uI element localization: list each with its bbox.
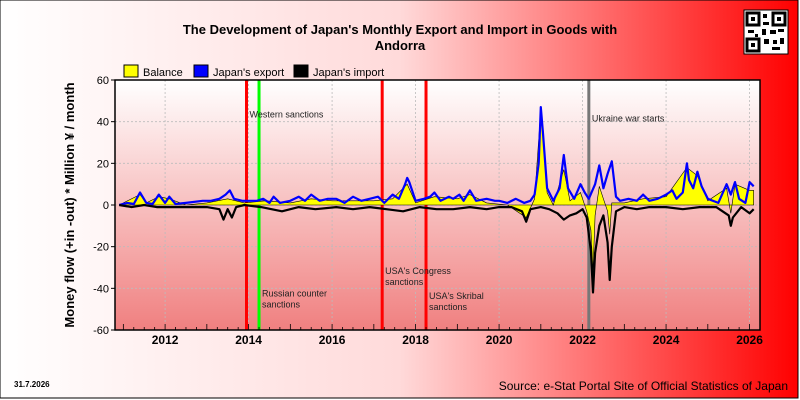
legend-swatch-import: [293, 64, 309, 78]
legend-label-import: Japan's import: [313, 67, 384, 79]
legend-swatch-export: [193, 64, 209, 78]
y-tick-label: 20: [97, 158, 109, 170]
legend-label-export: Japan's export: [213, 67, 284, 79]
y-axis-label: Money flow (+in -out) * Million ¥ / mont…: [62, 82, 77, 327]
x-tick-label: 2016: [319, 333, 346, 347]
y-tick-label: 60: [97, 75, 109, 87]
x-tick-label: 2012: [152, 333, 179, 347]
y-axis: -60 -40 -20 0 20 40 60: [93, 75, 115, 337]
y-tick-label: 40: [97, 117, 109, 129]
x-tick-label: 2026: [736, 333, 763, 347]
y-tick-label: -40: [93, 283, 109, 295]
qr-code-icon: [743, 9, 789, 55]
x-tick-label: 2024: [653, 333, 680, 347]
x-tick-label: 2018: [402, 333, 429, 347]
event-label: USA's Congress sanctions: [385, 266, 451, 287]
y-tick-label: 0: [103, 200, 109, 212]
legend-swatch-balance: [123, 64, 139, 78]
event-label: Russian counter sanctions: [262, 289, 327, 310]
chart-title-line1: The Development of Japan's Monthly Expor…: [183, 22, 617, 37]
series-export-line: [118, 105, 755, 207]
x-tick-label: 2022: [569, 333, 596, 347]
event-label: USA's Skribal sanctions: [429, 291, 484, 312]
event-label: Western sanctions: [250, 110, 324, 120]
series-layer: [118, 105, 755, 294]
x-tick-label: 2014: [235, 333, 262, 347]
y-tick-label: -20: [93, 242, 109, 254]
chart-title-line2: Andorra: [375, 38, 426, 53]
x-tick-label: 2020: [486, 333, 513, 347]
source-note: Source: e-Stat Portal Site of Official S…: [499, 379, 788, 393]
y-tick-label: -60: [93, 325, 109, 337]
legend: Balance Japan's export Japan's import: [123, 64, 384, 79]
x-axis: 2012 2014 2016 2018 2020 2022 2024 2026: [122, 324, 763, 347]
footer-date: 31.7.2026: [14, 380, 50, 389]
event-label: Ukraine war starts: [592, 114, 665, 124]
series-import-line: [119, 203, 755, 294]
legend-label-balance: Balance: [143, 67, 183, 79]
